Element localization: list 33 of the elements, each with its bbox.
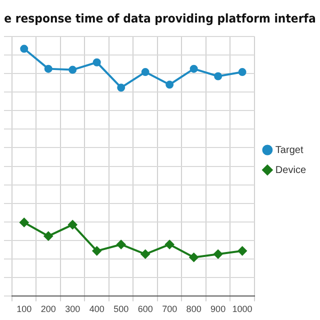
x-tick-label: 300	[65, 304, 80, 314]
point	[116, 240, 126, 249]
point	[165, 240, 174, 249]
point	[92, 58, 101, 66]
point	[20, 218, 29, 227]
point	[44, 64, 52, 73]
point	[44, 232, 53, 241]
x-tick-label: 200	[40, 304, 56, 314]
point	[68, 66, 77, 74]
x-tick-label: 900	[210, 304, 226, 314]
x-tick-label: 500	[114, 304, 129, 314]
point	[141, 68, 150, 76]
point	[189, 252, 198, 262]
point	[68, 220, 78, 230]
chart-title: e response time of data providing platform interfa	[4, 10, 316, 26]
point	[238, 246, 247, 256]
point	[166, 80, 174, 89]
point	[214, 72, 222, 80]
x-tick-label: 700	[162, 304, 178, 314]
point	[92, 246, 102, 256]
x-tick-label: 1000	[232, 304, 252, 314]
x-tick-label: 100	[16, 304, 32, 314]
x-tick-label: 600	[138, 304, 153, 314]
point	[238, 68, 246, 76]
x-tick-label: 400	[89, 304, 104, 314]
legend-label: Device	[275, 164, 306, 176]
x-tick-label: 800	[186, 304, 202, 314]
point	[20, 44, 28, 53]
point	[140, 250, 150, 259]
point	[214, 250, 223, 259]
legend-label: Target	[275, 144, 304, 156]
point	[117, 84, 126, 92]
point	[190, 64, 198, 73]
